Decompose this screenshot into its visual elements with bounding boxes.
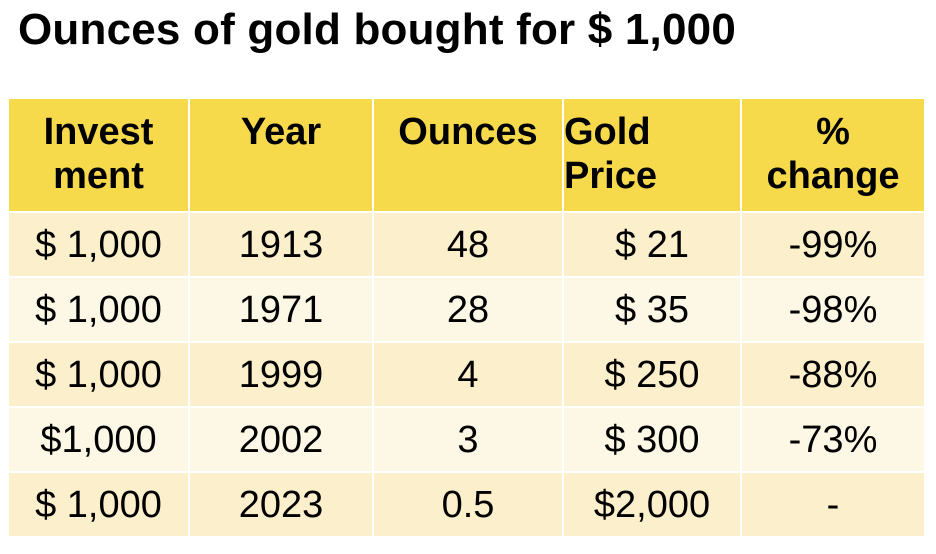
cell-gold-price: $2,000	[562, 471, 742, 538]
cell-gold-price: $ 300	[562, 406, 742, 473]
cell-year: 1913	[188, 211, 374, 278]
header-label-line2: ment	[53, 155, 144, 197]
cell-year: 1971	[188, 276, 374, 343]
header-gold-price: Gold Price	[562, 97, 742, 213]
table-header-row: Invest ment Year Ounces Gold Price % cha…	[7, 97, 926, 213]
cell-investment: $ 1,000	[7, 341, 190, 408]
cell-percent-change: -98%	[740, 276, 926, 343]
cell-gold-price: $ 35	[562, 276, 742, 343]
header-year: Year	[188, 97, 374, 213]
cell-percent-change: -	[740, 471, 926, 538]
gold-table: Invest ment Year Ounces Gold Price % cha…	[7, 97, 926, 538]
cell-percent-change: -88%	[740, 341, 926, 408]
table-row: $ 1,000 1999 4 $ 250 -88%	[7, 341, 926, 408]
header-label-line1: Ounces	[398, 111, 538, 153]
cell-year: 2023	[188, 471, 374, 538]
cell-percent-change: -73%	[740, 406, 926, 473]
header-percent-change: % change	[740, 97, 926, 213]
header-investment: Invest ment	[7, 97, 190, 213]
table-row: $ 1,000 1913 48 $ 21 -99%	[7, 211, 926, 278]
cell-year: 1999	[188, 341, 374, 408]
cell-gold-price: $ 250	[562, 341, 742, 408]
cell-year: 2002	[188, 406, 374, 473]
table-row: $ 1,000 2023 0.5 $2,000 -	[7, 471, 926, 538]
cell-investment: $1,000	[7, 406, 190, 473]
header-label-line1: Year	[240, 111, 322, 153]
table-row: $1,000 2002 3 $ 300 -73%	[7, 406, 926, 473]
cell-investment: $ 1,000	[7, 276, 190, 343]
cell-ounces: 4	[372, 341, 564, 408]
header-label-line2: Price	[564, 155, 657, 197]
cell-ounces: 0.5	[372, 471, 564, 538]
cell-percent-change: -99%	[740, 211, 926, 278]
header-ounces: Ounces	[372, 97, 564, 213]
cell-investment: $ 1,000	[7, 211, 190, 278]
page-title: Ounces of gold bought for $ 1,000	[18, 5, 736, 54]
cell-ounces: 3	[372, 406, 564, 473]
table-row: $ 1,000 1971 28 $ 35 -98%	[7, 276, 926, 343]
header-label-line1: Gold	[564, 111, 651, 153]
cell-ounces: 48	[372, 211, 564, 278]
header-label-line2: change	[766, 155, 900, 197]
header-label-line1: Invest	[43, 111, 154, 153]
header-label-line1: %	[816, 111, 850, 153]
cell-ounces: 28	[372, 276, 564, 343]
cell-gold-price: $ 21	[562, 211, 742, 278]
cell-investment: $ 1,000	[7, 471, 190, 538]
